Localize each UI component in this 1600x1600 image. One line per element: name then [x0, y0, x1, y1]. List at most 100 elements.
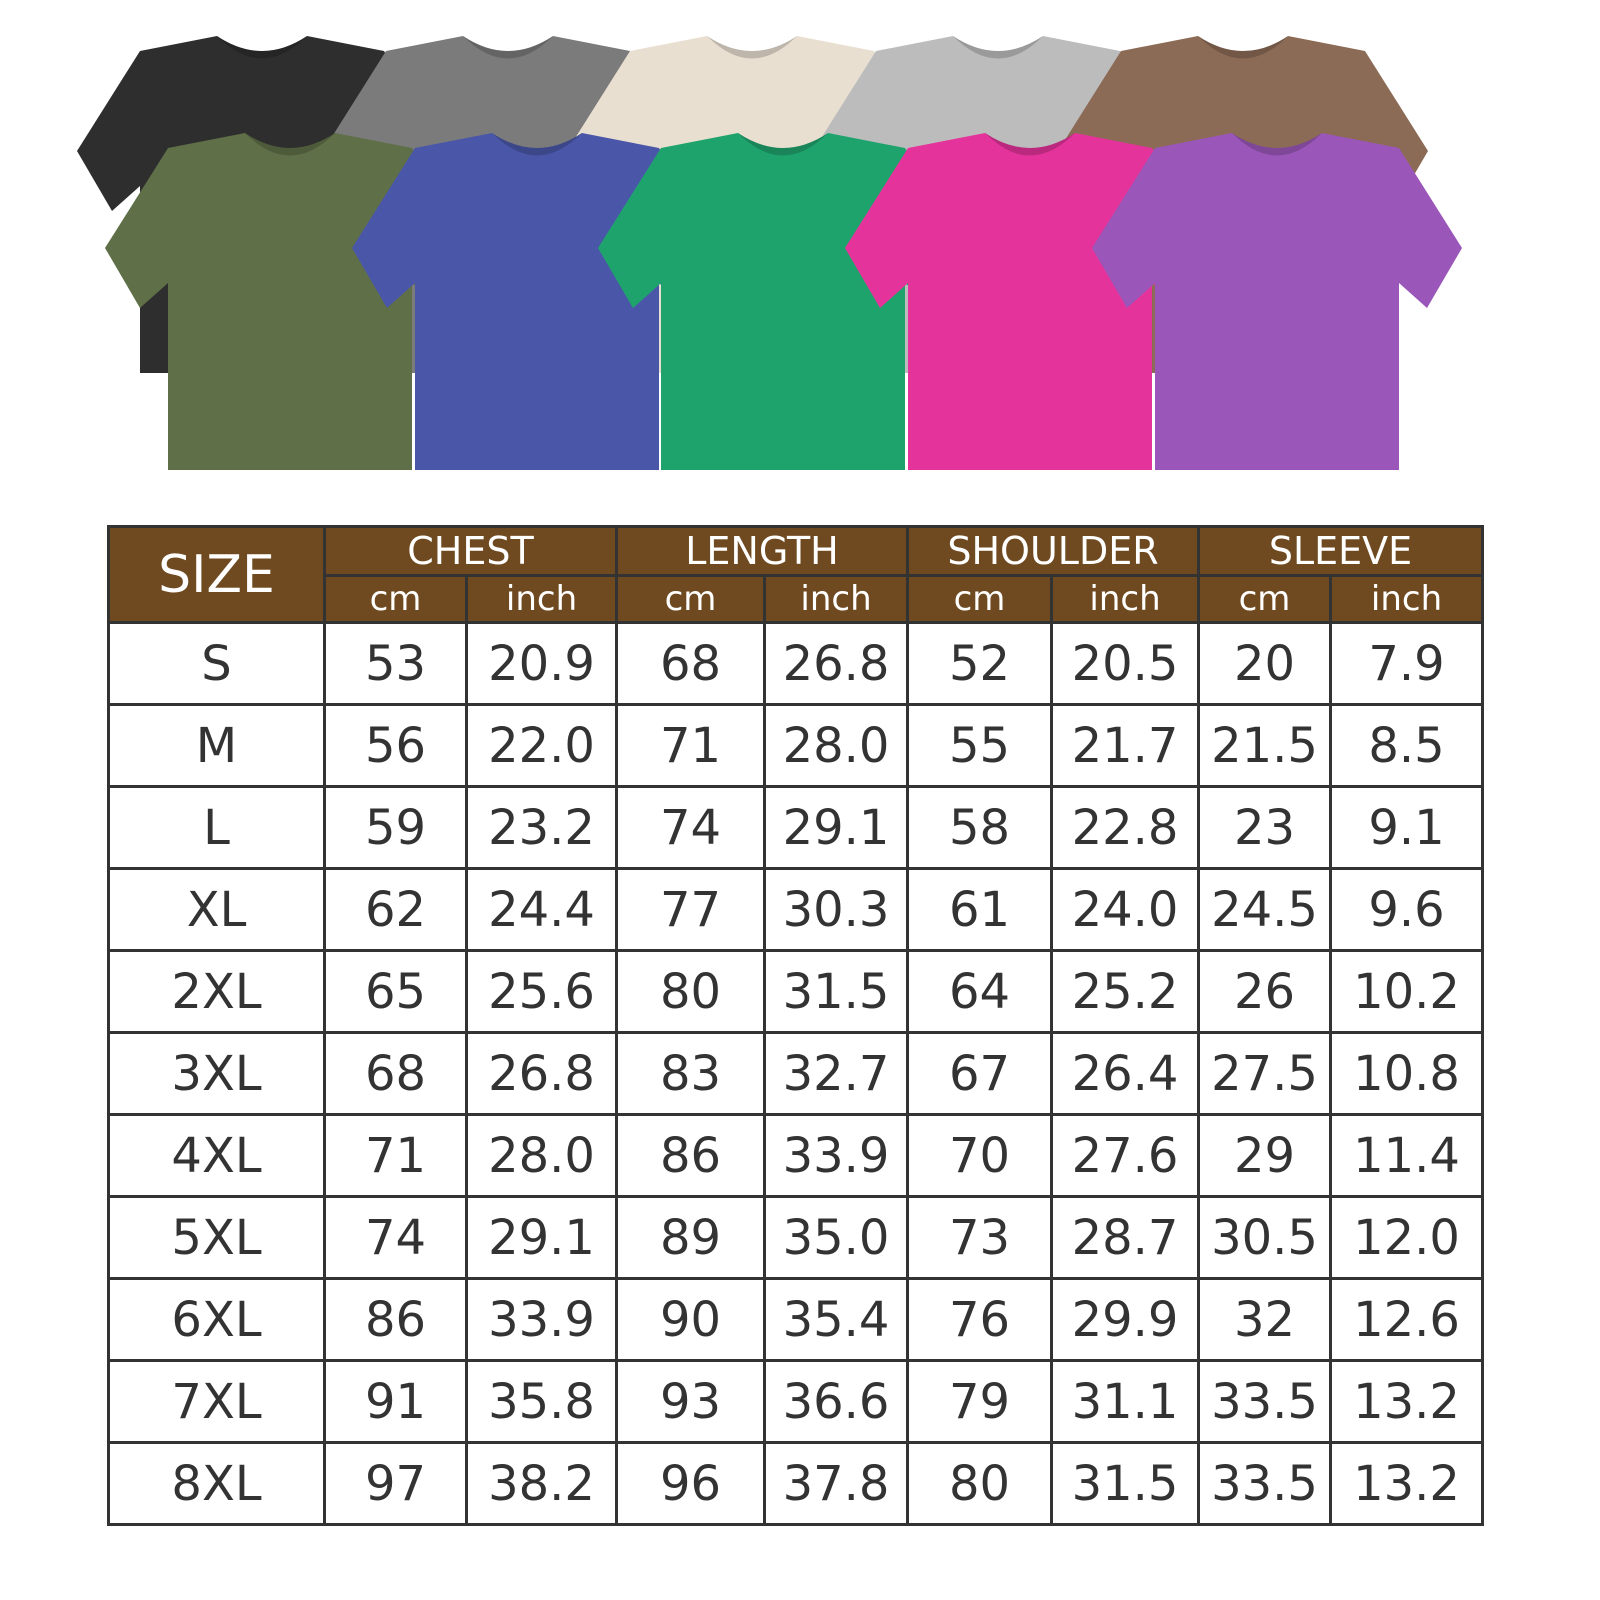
table-row: 7XL 91 35.8 93 36.6 79 31.1 33.5 13.2 [107, 1359, 1484, 1444]
collar [245, 133, 335, 156]
table-row: M 56 22.0 71 28.0 55 21.7 21.5 8.5 [107, 703, 1484, 788]
measurement-cell: 55 [906, 703, 1053, 788]
measurement-cell: 26.8 [763, 621, 909, 706]
measurement-cell: 68 [615, 621, 766, 706]
measurement-cell: 20 [1197, 621, 1332, 706]
measurement-cell: 27.6 [1050, 1113, 1200, 1198]
unit-header-cm: cm [906, 575, 1052, 624]
measurement-cell: 90 [615, 1277, 766, 1362]
measurement-cell: 22.0 [465, 703, 618, 788]
size-cell: XL [107, 867, 326, 952]
measurement-cell: 29.9 [1050, 1277, 1200, 1362]
collar [217, 36, 307, 59]
collar [1232, 133, 1322, 156]
unit-header-inch: inch [1329, 575, 1484, 624]
measurement-cell: 58 [906, 785, 1053, 870]
collar [953, 36, 1043, 59]
measurement-cell: 24.5 [1197, 867, 1332, 952]
measurement-cell: 76 [906, 1277, 1053, 1362]
measurement-cell: 64 [906, 949, 1053, 1034]
measurement-cell: 74 [615, 785, 766, 870]
measurement-cell: 29.1 [763, 785, 909, 870]
measurement-cell: 31.5 [1050, 1441, 1200, 1526]
size-chart-table: SIZE CHEST LENGTH SHOULDER SLEEVE cm inch… [107, 525, 1484, 1526]
measurement-cell: 80 [906, 1441, 1053, 1526]
unit-header-cm: cm [615, 575, 765, 624]
measurement-cell: 7.9 [1329, 621, 1484, 706]
tshirt-front-row [1092, 133, 1462, 470]
measurement-cell: 33.9 [763, 1113, 909, 1198]
collar [492, 133, 582, 156]
measurement-cell: 96 [615, 1441, 766, 1526]
measurement-cell: 36.6 [763, 1359, 909, 1444]
measurement-cell: 67 [906, 1031, 1053, 1116]
measurement-cell: 13.2 [1329, 1441, 1484, 1526]
measurement-cell: 83 [615, 1031, 766, 1116]
chest-header: CHEST [323, 525, 618, 577]
size-cell: S [107, 621, 326, 706]
measurement-cell: 52 [906, 621, 1053, 706]
unit-header-cm: cm [323, 575, 467, 624]
size-cell: 7XL [107, 1359, 326, 1444]
table-row: 5XL 74 29.1 89 35.0 73 28.7 30.5 12.0 [107, 1195, 1484, 1280]
measurement-cell: 10.2 [1329, 949, 1484, 1034]
measurement-cell: 77 [615, 867, 766, 952]
measurement-cell: 26.4 [1050, 1031, 1200, 1116]
unit-header-inch: inch [1050, 575, 1200, 624]
size-cell: 5XL [107, 1195, 326, 1280]
measurement-cell: 62 [323, 867, 468, 952]
collar [463, 36, 553, 59]
measurement-cell: 21.7 [1050, 703, 1200, 788]
measurement-cell: 28.7 [1050, 1195, 1200, 1280]
measurement-cell: 93 [615, 1359, 766, 1444]
measurement-cell: 29 [1197, 1113, 1332, 1198]
measurement-cell: 33.5 [1197, 1441, 1332, 1526]
length-header: LENGTH [615, 525, 909, 577]
measurement-cell: 74 [323, 1195, 468, 1280]
measurement-cell: 26.8 [465, 1031, 618, 1116]
measurement-cell: 56 [323, 703, 468, 788]
measurement-cell: 73 [906, 1195, 1053, 1280]
measurement-cell: 13.2 [1329, 1359, 1484, 1444]
measurement-cell: 30.5 [1197, 1195, 1332, 1280]
measurement-cell: 31.5 [763, 949, 909, 1034]
size-cell: 3XL [107, 1031, 326, 1116]
table-row: S 53 20.9 68 26.8 52 20.5 20 7.9 [107, 621, 1484, 706]
measurement-cell: 21.5 [1197, 703, 1332, 788]
measurement-cell: 35.8 [465, 1359, 618, 1444]
unit-header-inch: inch [465, 575, 618, 624]
measurement-cell: 89 [615, 1195, 766, 1280]
sleeve-header: SLEEVE [1197, 525, 1484, 577]
measurement-cell: 8.5 [1329, 703, 1484, 788]
size-cell: 6XL [107, 1277, 326, 1362]
size-cell: 8XL [107, 1441, 326, 1526]
shoulder-header: SHOULDER [906, 525, 1200, 577]
size-cell: M [107, 703, 326, 788]
table-row: 2XL 65 25.6 80 31.5 64 25.2 26 10.2 [107, 949, 1484, 1034]
measurement-cell: 28.0 [465, 1113, 618, 1198]
tshirt-color-swatches [77, 36, 1462, 470]
measurement-cell: 26 [1197, 949, 1332, 1034]
collar [707, 36, 797, 59]
measurement-cell: 24.4 [465, 867, 618, 952]
measurement-cell: 35.0 [763, 1195, 909, 1280]
measurement-cell: 12.0 [1329, 1195, 1484, 1280]
measurement-cell: 86 [615, 1113, 766, 1198]
collar [985, 133, 1075, 156]
measurement-cell: 80 [615, 949, 766, 1034]
measurement-cell: 25.6 [465, 949, 618, 1034]
table-row: 6XL 86 33.9 90 35.4 76 29.9 32 12.6 [107, 1277, 1484, 1362]
measurement-cell: 12.6 [1329, 1277, 1484, 1362]
table-row: 3XL 68 26.8 83 32.7 67 26.4 27.5 10.8 [107, 1031, 1484, 1116]
table-row: 4XL 71 28.0 86 33.9 70 27.6 29 11.4 [107, 1113, 1484, 1198]
measurement-cell: 30.3 [763, 867, 909, 952]
table-row: L 59 23.2 74 29.1 58 22.8 23 9.1 [107, 785, 1484, 870]
measurement-cell: 97 [323, 1441, 468, 1526]
table-row: 8XL 97 38.2 96 37.8 80 31.5 33.5 13.2 [107, 1441, 1484, 1526]
measurement-cell: 23 [1197, 785, 1332, 870]
size-cell: 4XL [107, 1113, 326, 1198]
measurement-cell: 65 [323, 949, 468, 1034]
measurement-cell: 23.2 [465, 785, 618, 870]
measurement-cell: 20.9 [465, 621, 618, 706]
measurement-cell: 71 [615, 703, 766, 788]
